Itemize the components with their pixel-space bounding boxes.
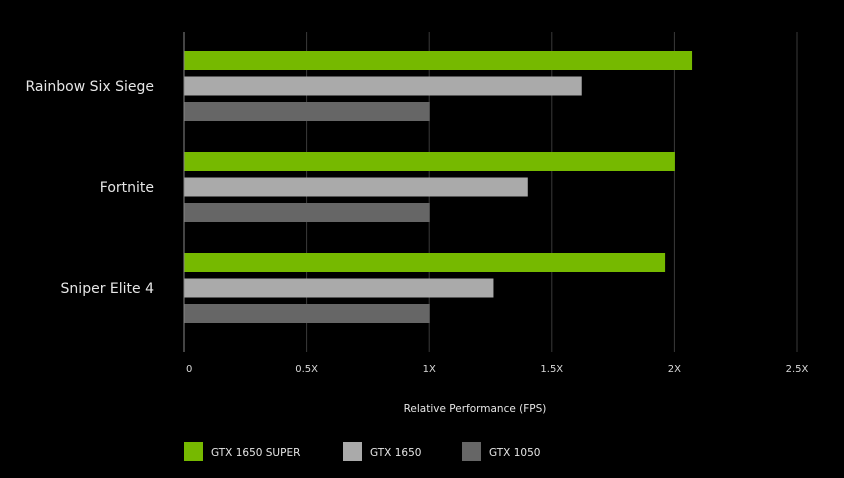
x-tick-label: 2X xyxy=(668,364,681,375)
legend-label: GTX 1650 SUPER xyxy=(211,447,300,459)
legend-swatch xyxy=(462,442,481,461)
x-tick-labels: 0 0.5X 1X 1.5X 2X 2.5X xyxy=(186,364,809,375)
x-tick-label: 2.5X xyxy=(786,364,809,375)
bar xyxy=(184,152,675,171)
legend-label: GTX 1050 xyxy=(489,447,540,459)
x-tick-label: 0 xyxy=(186,364,192,375)
legend: GTX 1650 SUPER GTX 1650 GTX 1050 xyxy=(184,442,540,461)
bars xyxy=(184,51,693,323)
x-tick-label: 1X xyxy=(423,364,436,375)
bar xyxy=(184,102,430,121)
bar xyxy=(184,304,430,323)
bar xyxy=(184,253,666,272)
category-label: Fortnite xyxy=(100,180,154,196)
bar xyxy=(184,278,494,298)
legend-swatch xyxy=(343,442,362,461)
x-tick-label: 1.5X xyxy=(540,364,563,375)
x-tick-label: 0.5X xyxy=(295,364,318,375)
category-label: Sniper Elite 4 xyxy=(61,281,155,297)
bar xyxy=(184,51,693,70)
category-labels: Rainbow Six Siege Fortnite Sniper Elite 4 xyxy=(25,79,154,297)
x-axis-title: Relative Performance (FPS) xyxy=(404,403,547,415)
bar xyxy=(184,76,582,96)
bar xyxy=(184,177,528,197)
legend-swatch xyxy=(184,442,203,461)
bar xyxy=(184,203,430,222)
legend-label: GTX 1650 xyxy=(370,447,421,459)
category-label: Rainbow Six Siege xyxy=(25,79,154,95)
